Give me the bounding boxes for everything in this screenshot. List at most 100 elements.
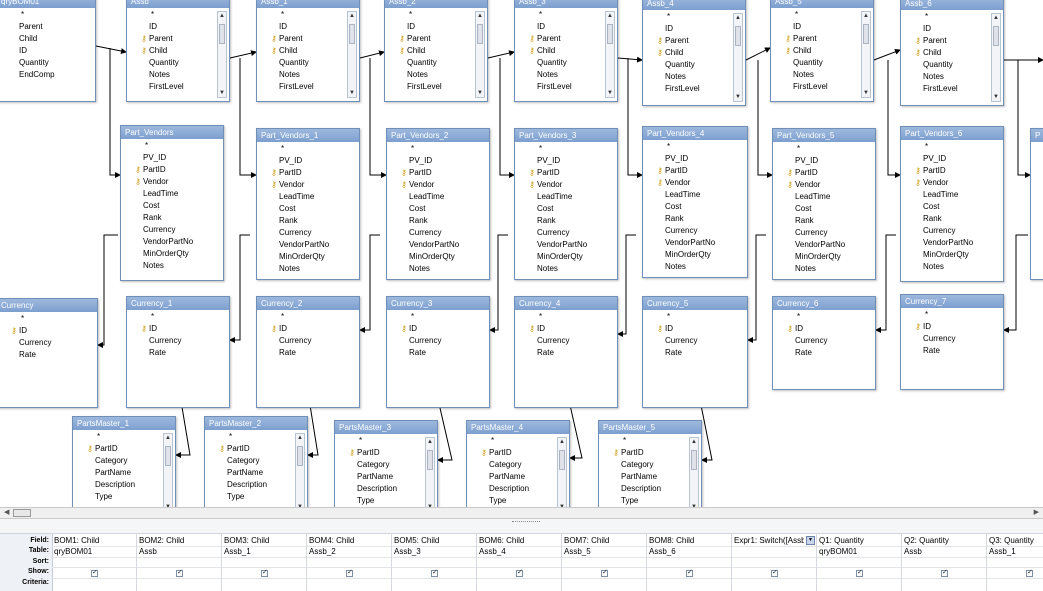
field-minorderqty[interactable]: MinOrderQty [515, 251, 617, 263]
field-firstlevel[interactable]: FirstLevel [257, 81, 345, 93]
field-leadtime[interactable]: LeadTime [773, 191, 875, 203]
field-id[interactable]: ⚷ ID [387, 323, 489, 335]
field-endcomp[interactable]: EndComp [0, 69, 95, 81]
field-quantity[interactable]: Quantity [643, 59, 731, 71]
sort-cell[interactable] [989, 558, 1043, 568]
scroll-down-icon[interactable]: ▼ [607, 90, 613, 96]
scroll-up-icon[interactable]: ▲ [607, 13, 613, 19]
table-part-vendors-3[interactable]: Part_Vendors_3 * PV_ID ⚷ PartID ⚷ Vendor LeadTi… [514, 128, 618, 280]
table-title[interactable]: Part_Vendors_3 [515, 129, 617, 142]
field-firstlevel[interactable]: FirstLevel [643, 83, 731, 95]
field-cell[interactable]: BOM7: Child [564, 536, 610, 545]
join-line[interactable] [239, 58, 257, 178]
field-notes[interactable]: Notes [643, 71, 731, 83]
join-line[interactable] [1003, 234, 1028, 333]
table-title[interactable]: Assb_2 [385, 0, 487, 8]
table-cell[interactable]: Assb_2 [309, 547, 336, 556]
table-cell[interactable]: qryBOM01 [819, 547, 858, 556]
scroll-up-icon[interactable]: ▲ [297, 435, 303, 441]
scroll-down-icon[interactable]: ▼ [559, 504, 565, 507]
table-title[interactable]: Currency_1 [127, 297, 229, 310]
field-cost[interactable]: Cost [901, 201, 1003, 213]
field-pv_id[interactable]: PV_ID [121, 152, 223, 164]
scroll-up-icon[interactable]: ▲ [477, 13, 483, 19]
field-all-star[interactable]: * [387, 311, 489, 323]
table-title[interactable]: PartsMaster_3 [335, 421, 437, 434]
field-minorderqty[interactable]: MinOrderQty [773, 251, 875, 263]
field-child[interactable]: ⚷ Child [515, 45, 603, 57]
field-rank[interactable]: Rank [643, 213, 747, 225]
join-line[interactable] [359, 234, 380, 333]
field-cell[interactable]: BOM5: Child [394, 536, 440, 545]
criteria-cell[interactable] [309, 580, 389, 590]
field-id[interactable]: ID [0, 45, 95, 57]
field-all-star[interactable]: * [515, 9, 603, 21]
field-currency[interactable]: Currency [643, 225, 747, 237]
scroll-down-icon[interactable]: ▼ [691, 504, 697, 507]
field-all-star[interactable]: * [901, 309, 1003, 321]
field-cell[interactable]: Expr1: Switch([Assb [734, 536, 804, 545]
grid-column[interactable]: BOM7: Child Assb_5 ✓ [562, 534, 647, 591]
scroll-down-icon[interactable]: ▼ [427, 504, 433, 507]
scroll-up-icon[interactable]: ▲ [219, 13, 225, 19]
table-cell[interactable]: Assb_1 [224, 547, 251, 556]
field-leadtime[interactable]: LeadTime [257, 191, 359, 203]
scroll-down-icon[interactable]: ▼ [219, 90, 225, 96]
grid-column[interactable]: BOM5: Child Assb_3 ✓ [392, 534, 477, 591]
grid-column[interactable]: BOM6: Child Assb_4 ✓ [477, 534, 562, 591]
horizontal-scrollbar[interactable]: ◀ ▶ [0, 507, 1043, 519]
join-line[interactable] [359, 50, 385, 59]
field-rank[interactable]: Rank [121, 212, 223, 224]
field-all-star[interactable]: * [257, 143, 359, 155]
field-quantity[interactable]: Quantity [385, 57, 473, 69]
grid-column[interactable]: BOM8: Child Assb_6 ✓ [647, 534, 732, 591]
field-category[interactable]: Category [599, 459, 687, 471]
field-partid[interactable]: ⚷ PartID [257, 167, 359, 179]
field-id[interactable]: ID [901, 23, 989, 35]
field-vendorpartno[interactable]: VendorPartNo [387, 239, 489, 251]
field-all-star[interactable]: * [901, 141, 1003, 153]
field-rate[interactable]: Rate [127, 347, 229, 359]
field-cost[interactable]: Cost [121, 200, 223, 212]
table-part-vendors-2[interactable]: Part_Vendors_2 * PV_ID ⚷ PartID ⚷ Vendor LeadTi… [386, 128, 490, 280]
field-rate[interactable]: Rate [0, 349, 97, 361]
field-id[interactable]: ⚷ ID [515, 323, 617, 335]
join-line[interactable] [307, 404, 319, 458]
field-currency[interactable]: Currency [901, 333, 1003, 345]
field-child[interactable]: ⚷ Child [385, 45, 473, 57]
table-title[interactable]: Assb_6 [901, 0, 1003, 10]
field-list-scrollbar[interactable]: ▲ ▼ [217, 11, 227, 98]
field-leadtime[interactable]: LeadTime [515, 191, 617, 203]
field-notes[interactable]: Notes [773, 263, 875, 275]
field-currency[interactable]: Currency [773, 335, 875, 347]
table-part-vendors-1[interactable]: Part_Vendors_1 * PV_ID ⚷ PartID ⚷ Vendor LeadTi… [256, 128, 360, 280]
field-partid[interactable]: ⚷ PartID [121, 164, 223, 176]
field-all-star[interactable]: * [467, 435, 555, 447]
field-id[interactable]: ID [515, 21, 603, 33]
field-partid[interactable]: ⚷ PartID [773, 167, 875, 179]
field-vendorpartno[interactable]: VendorPartNo [773, 239, 875, 251]
field-list-scrollbar[interactable]: ▲ ▼ [295, 433, 305, 507]
table-cell[interactable]: Assb [139, 547, 157, 556]
field-partid[interactable]: ⚷ PartID [901, 165, 1003, 177]
field-all-star[interactable]: * [0, 313, 97, 325]
criteria-cell[interactable] [564, 580, 644, 590]
field-quantity[interactable]: Quantity [515, 57, 603, 69]
join-line[interactable] [617, 56, 643, 63]
field-notes[interactable]: Notes [515, 263, 617, 275]
join-line[interactable] [627, 58, 643, 178]
field-currency[interactable]: Currency [0, 337, 97, 349]
show-checkbox[interactable]: ✓ [601, 569, 608, 577]
grid-column[interactable]: Q3: Quantity Assb_1 ✓ [987, 534, 1043, 591]
field-leadtime[interactable]: LeadTime [121, 188, 223, 200]
table-title[interactable]: Part_Vendors_5 [773, 129, 875, 142]
table-title[interactable]: Assb [127, 0, 229, 8]
show-checkbox[interactable]: ✓ [941, 569, 948, 577]
join-line[interactable] [489, 234, 508, 333]
grid-column[interactable]: BOM3: Child Assb_1 ✓ [222, 534, 307, 591]
field-all-star[interactable]: * [643, 141, 747, 153]
field-notes[interactable]: Notes [127, 69, 215, 81]
table-cell[interactable]: Assb_6 [649, 547, 676, 556]
field-all-star[interactable]: * [0, 9, 95, 21]
field-pv_id[interactable]: PV_ID [773, 155, 875, 167]
